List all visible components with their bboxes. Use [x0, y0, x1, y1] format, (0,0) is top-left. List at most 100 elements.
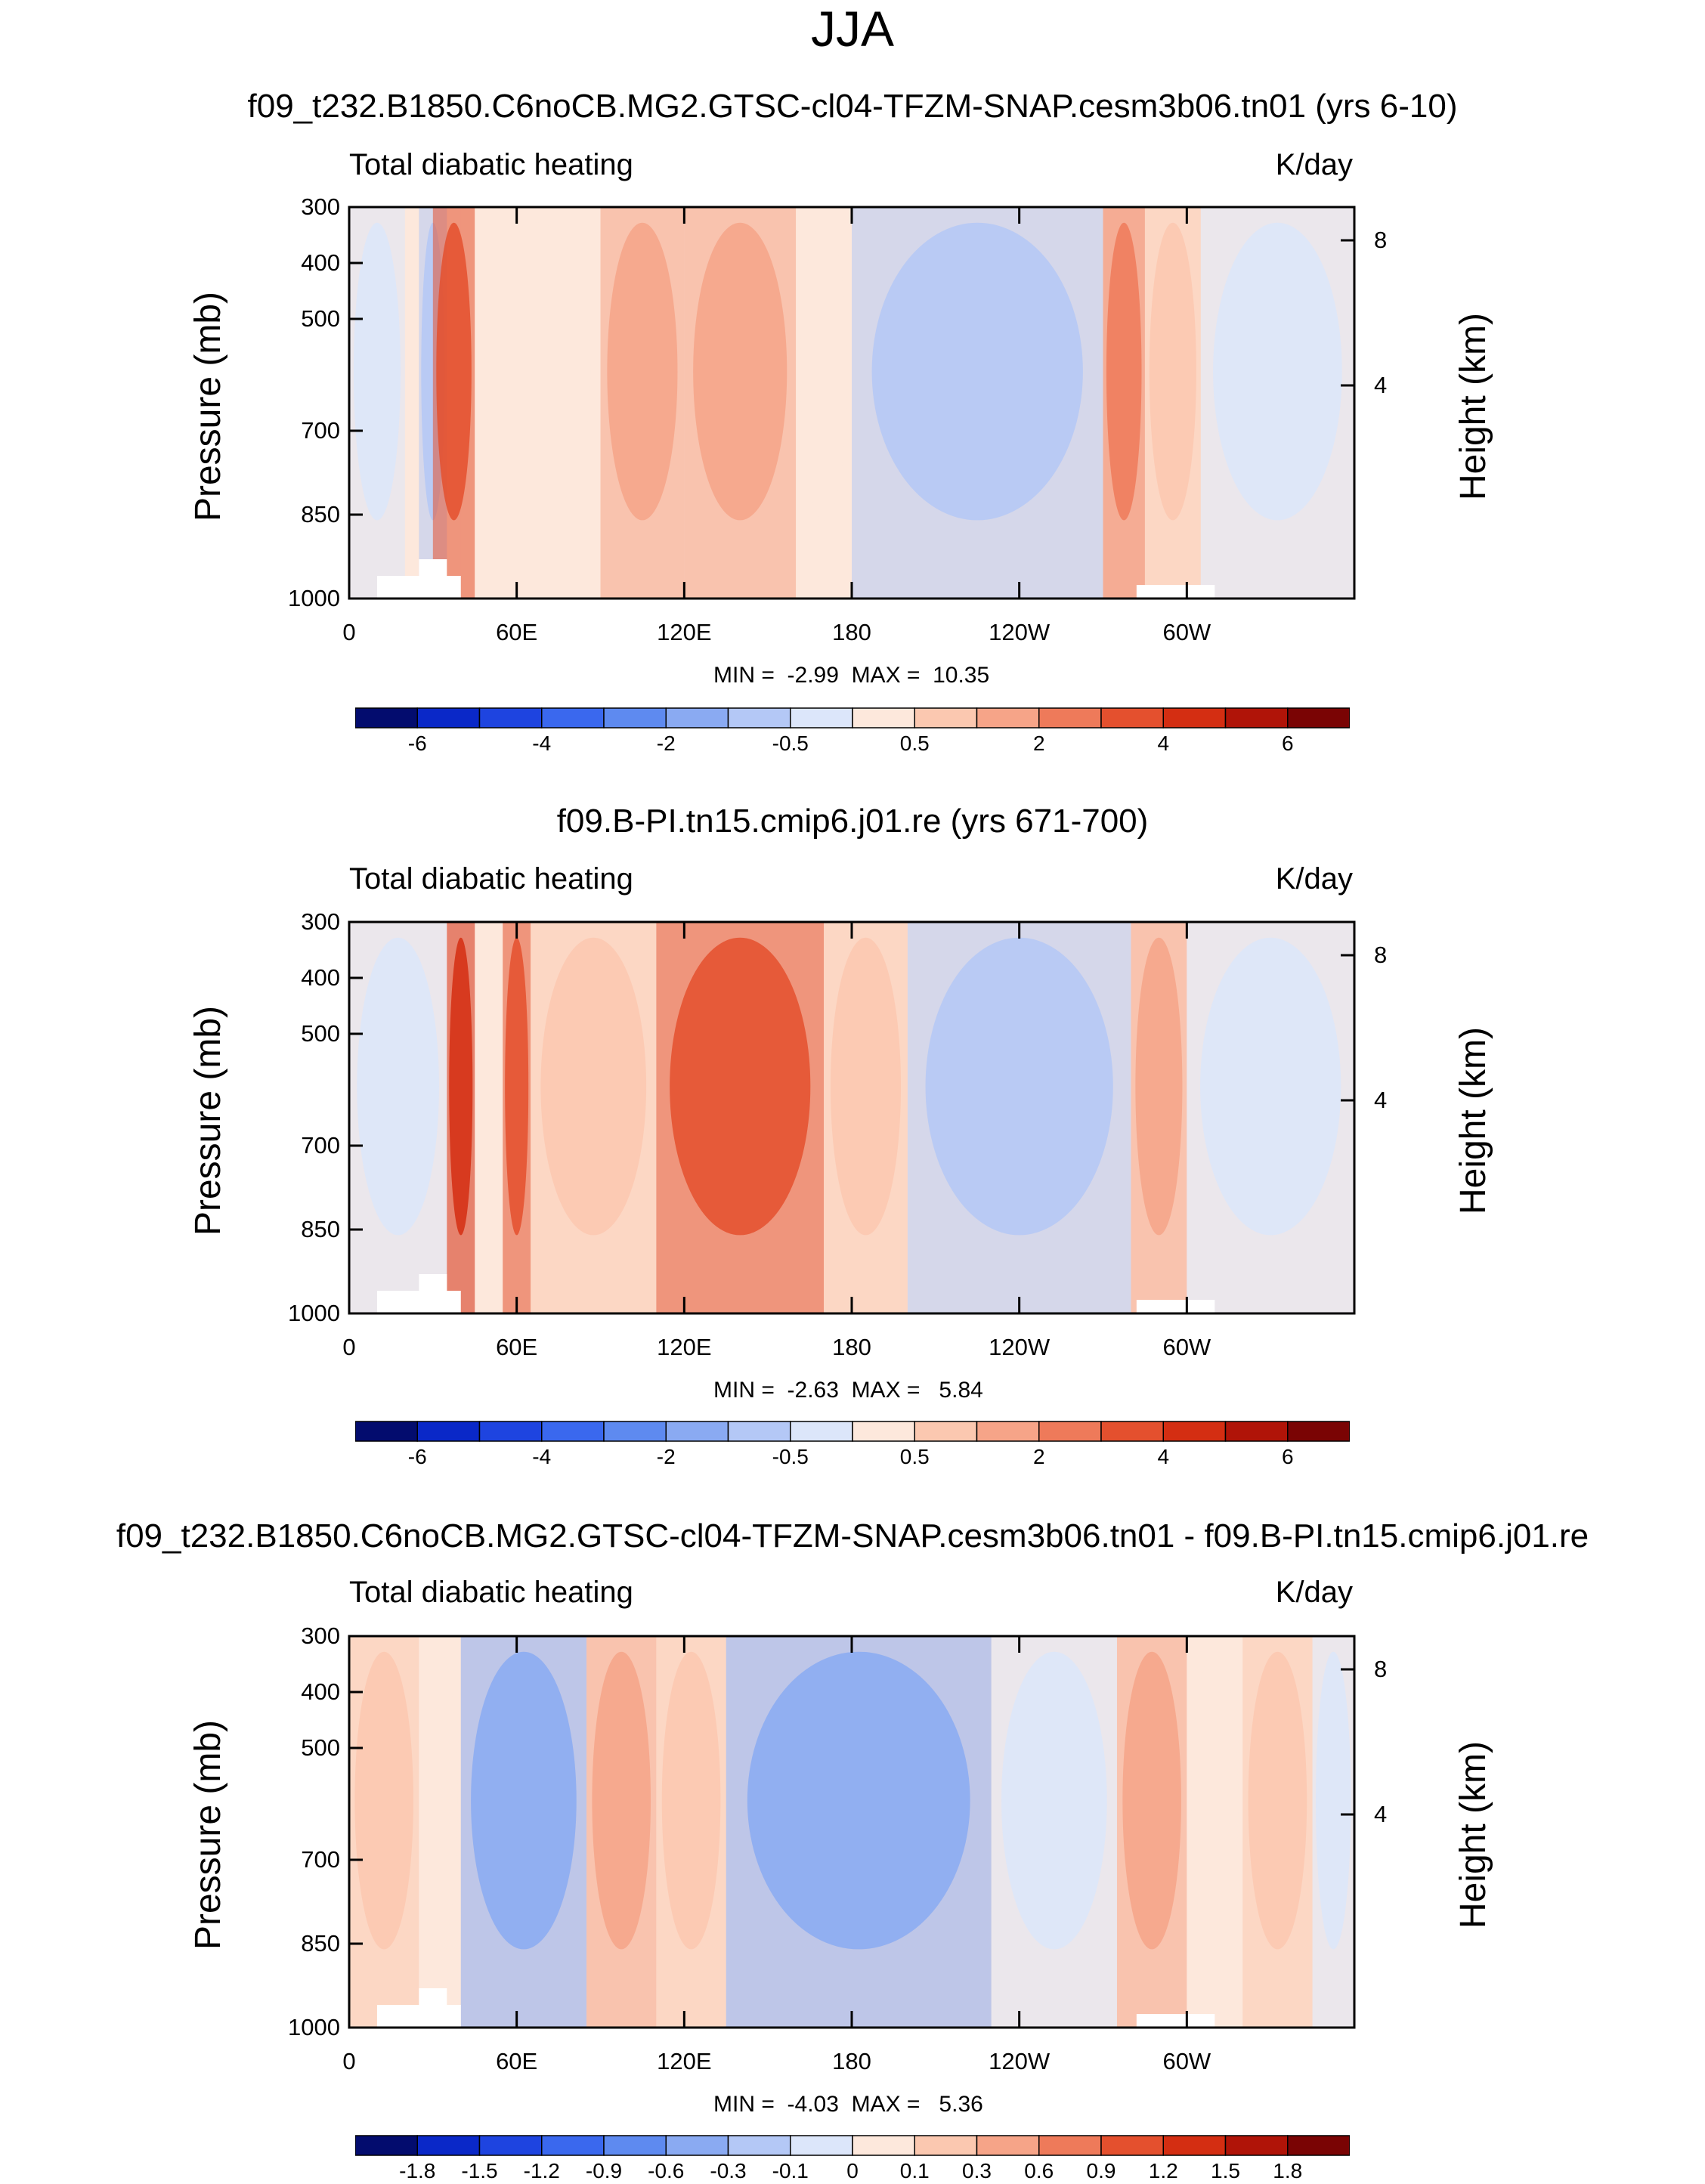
colorbar-label: 2	[1032, 732, 1045, 755]
colorbar-box-2	[478, 2135, 543, 2156]
xtick-label: 180	[832, 619, 871, 645]
heat-core-6	[693, 222, 788, 521]
xtick-label: 120W	[989, 1334, 1051, 1360]
colorbar-label: -0.5	[772, 732, 809, 755]
heat-core-0	[354, 1651, 413, 1950]
heat-core-8	[1200, 937, 1341, 1236]
panel-3-ylabel: Pressure (mb)	[188, 1719, 228, 1950]
colorbar-box-4	[603, 1421, 667, 1442]
colorbar-box-0	[355, 1421, 418, 1442]
colorbar-box-12	[1100, 707, 1164, 729]
panel-3-height-label: Height (km)	[1453, 1740, 1493, 1929]
colorbar-label: -0.9	[585, 2159, 623, 2182]
heat-core-1	[449, 937, 473, 1236]
colorbar-label: -0.6	[648, 2159, 685, 2182]
heat-core-5	[830, 937, 902, 1236]
ytick-label: 1000	[288, 2014, 340, 2040]
panel-2-units: K/day	[1275, 862, 1353, 896]
colorbar-box-8	[852, 2135, 915, 2156]
height-tick-label: 8	[1374, 227, 1388, 253]
heat-core-2	[505, 937, 529, 1236]
heat-core-2	[471, 1651, 577, 1950]
height-tick-label: 8	[1374, 1656, 1388, 1682]
ytick-label: 300	[301, 1623, 340, 1649]
colorbar-box-5	[665, 707, 729, 729]
panel-3-title: f09_t232.B1850.C6noCB.MG2.GTSC-cl04-TFZM…	[116, 1517, 1589, 1554]
xtick-label: 60W	[1162, 619, 1211, 645]
colorbar-box-9	[914, 1421, 978, 1442]
colorbar-box-6	[727, 2135, 791, 2156]
colorbar-box-0	[355, 2135, 418, 2156]
panel-2-ylabel: Pressure (mb)	[188, 1005, 228, 1236]
ytick-label: 700	[301, 1846, 340, 1873]
panel-1-units: K/day	[1275, 148, 1353, 181]
xtick-label: 120E	[657, 1334, 712, 1360]
heat-core-7	[1122, 1651, 1181, 1950]
ytick-label: 700	[301, 417, 340, 444]
heat-core-10	[1316, 1651, 1351, 1950]
colorbar-label: 4	[1157, 732, 1170, 755]
topography-mask-andes	[1136, 1300, 1215, 1313]
heat-core-0	[353, 222, 401, 521]
ytick-label: 850	[301, 501, 340, 527]
ytick-label: 400	[301, 964, 340, 991]
panel-2-title: f09.B-PI.tn15.cmip6.j01.re (yrs 671-700)	[556, 803, 1149, 840]
colorbar-box-13	[1162, 2135, 1227, 2156]
heat-core-1	[422, 1651, 458, 1950]
panel-2-colorbar	[355, 1421, 1350, 1442]
colorbar-label: -6	[407, 732, 427, 755]
colorbar-box-3	[541, 707, 605, 729]
colorbar-label: 0.6	[1024, 2159, 1054, 2182]
colorbar-box-10	[976, 707, 1040, 729]
panel-1-plot	[348, 206, 1356, 600]
colorbar-box-11	[1038, 2135, 1102, 2156]
colorbar-label: -6	[407, 1445, 427, 1468]
ytick-label: 400	[301, 249, 340, 276]
topography-mask-asia	[376, 576, 461, 599]
heat-core-8	[871, 222, 1083, 521]
colorbar-label: -1.8	[399, 2159, 436, 2182]
heat-core-3	[436, 222, 472, 521]
xtick-label: 120W	[989, 619, 1051, 645]
colorbar-label: 0.5	[899, 1445, 930, 1468]
xtick-label: 60W	[1162, 2048, 1211, 2074]
colorbar-box-10	[976, 2135, 1040, 2156]
ytick-label: 500	[301, 1020, 340, 1047]
colorbar-box-5	[665, 1421, 729, 1442]
colorbar-box-13	[1162, 707, 1227, 729]
colorbar-box-7	[790, 707, 853, 729]
colorbar-box-2	[478, 1421, 543, 1442]
colorbar-box-14	[1224, 2135, 1289, 2156]
colorbar-box-7	[790, 1421, 853, 1442]
heat-core-9	[1106, 222, 1142, 521]
panel-1-left-string: Total diabatic heating	[349, 148, 633, 181]
ytick-label: 1000	[288, 1300, 340, 1326]
xtick-label: 120W	[989, 2048, 1051, 2074]
heat-core-7	[1135, 937, 1183, 1236]
colorbar-box-11	[1038, 707, 1102, 729]
colorbar-box-14	[1224, 1421, 1289, 1442]
ytick-label: 300	[301, 193, 340, 220]
colorbar-label: 6	[1281, 732, 1294, 755]
xtick-label: 60E	[496, 1334, 538, 1360]
colorbar-box-10	[976, 1421, 1040, 1442]
xtick-label: 60W	[1162, 1334, 1211, 1360]
colorbar-box-1	[416, 707, 481, 729]
heat-core-6	[1001, 1651, 1107, 1950]
colorbar-label: 4	[1157, 1445, 1170, 1468]
colorbar-label: 6	[1281, 1445, 1294, 1468]
panel-1-stats: MIN = -2.99 MAX = 10.35	[713, 663, 990, 688]
xtick-label: 0	[342, 2048, 356, 2074]
colorbar-box-6	[727, 707, 791, 729]
colorbar-label: -0.1	[772, 2159, 809, 2182]
heat-core-4	[661, 1651, 721, 1950]
colorbar-label: -0.3	[710, 2159, 747, 2182]
colorbar-box-4	[603, 707, 667, 729]
colorbar-label: -4	[532, 732, 552, 755]
panel-2-height-label: Height (km)	[1453, 1026, 1493, 1215]
heat-core-8	[1191, 1651, 1239, 1950]
topography-mask-asia	[376, 2005, 461, 2028]
colorbar-box-4	[603, 2135, 667, 2156]
xtick-label: 0	[342, 1334, 356, 1360]
ytick-label: 700	[301, 1132, 340, 1159]
